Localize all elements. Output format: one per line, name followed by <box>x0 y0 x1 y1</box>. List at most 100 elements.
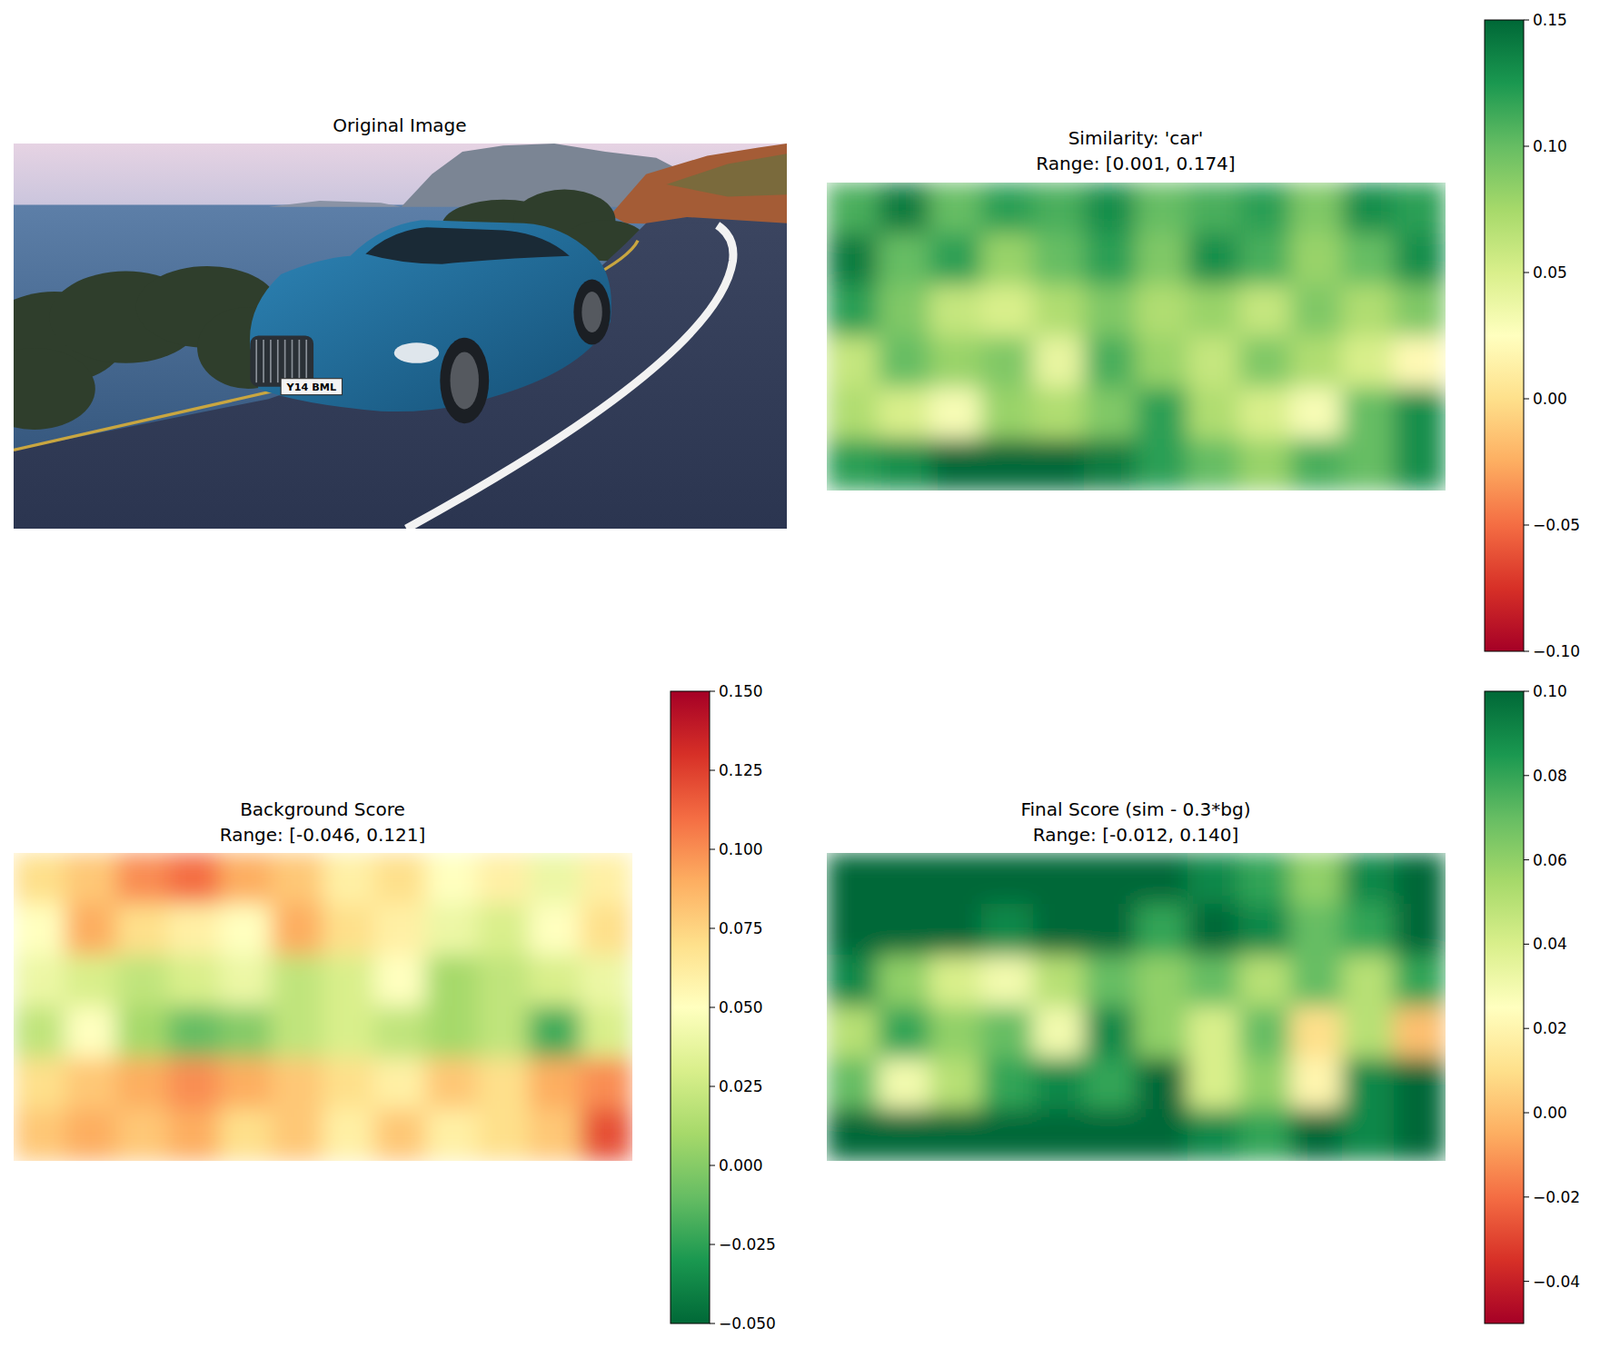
heatmap-cell <box>1393 904 1446 957</box>
heatmap-cell <box>826 336 879 389</box>
colorbar-tick-label: −0.025 <box>718 1235 776 1254</box>
heatmap-cell <box>1239 233 1292 287</box>
heatmap-cell <box>168 1006 221 1060</box>
heatmap-cell <box>929 955 983 1009</box>
heatmap-cell <box>270 853 324 905</box>
heatmap-cell <box>929 182 983 235</box>
colorbar-tick <box>709 1086 716 1088</box>
heatmap-cell <box>426 1109 479 1162</box>
heatmap-cell <box>477 904 530 957</box>
heatmap-cell <box>528 1006 582 1060</box>
heatmap-cell <box>1135 182 1189 235</box>
heatmap-cell <box>1393 233 1446 287</box>
heatmap-cell <box>1083 853 1137 905</box>
colorbar-tick-label: −0.10 <box>1532 642 1581 661</box>
heatmap-cell <box>322 955 376 1009</box>
heatmap-cell <box>826 853 879 905</box>
heatmap-cell <box>1135 904 1189 957</box>
heatmap-cell <box>1187 336 1241 389</box>
heatmap-cell <box>374 853 428 905</box>
heatmap-cell <box>1033 904 1086 957</box>
heatmap-cell <box>168 853 221 905</box>
heatmap-cell <box>981 336 1034 389</box>
heatmap-cell <box>981 285 1034 338</box>
heatmap-cell <box>477 1109 530 1162</box>
colorbar-tick-label: 0.050 <box>718 998 764 1017</box>
heatmap-cell <box>1393 182 1446 235</box>
colorbar <box>670 691 710 1324</box>
heatmap-cell <box>1187 438 1241 491</box>
heatmap-cell <box>1239 285 1292 338</box>
heatmap-cell <box>374 1006 428 1060</box>
heatmap-cell <box>826 1006 879 1060</box>
heatmap-cell <box>322 1058 376 1112</box>
heatmap-cell <box>116 955 169 1009</box>
colorbar-tick <box>1523 525 1530 527</box>
heatmap-cell <box>981 182 1034 235</box>
heatmap <box>826 853 1446 1162</box>
heatmap-cell <box>477 955 530 1009</box>
plate-text: Y14 BML <box>286 381 337 394</box>
heatmap-cell <box>64 1109 118 1162</box>
colorbar-tick-label: 0.10 <box>1532 137 1568 156</box>
heatmap-cell <box>877 233 931 287</box>
heatmap-cell <box>374 1109 428 1162</box>
heatmap-cell <box>1135 438 1189 491</box>
heatmap-cell <box>1341 1109 1395 1162</box>
colorbar-tick <box>1523 859 1530 861</box>
heatmap <box>826 182 1446 491</box>
colorbar-tick-label: 0.00 <box>1532 389 1568 408</box>
heatmap-cell <box>1187 955 1241 1009</box>
heatmap-cell <box>1290 285 1343 338</box>
heatmap-cell <box>1290 853 1343 905</box>
heatmap-cell <box>580 1109 633 1162</box>
colorbar-tick <box>709 691 716 693</box>
heatmap-cell <box>270 955 324 1009</box>
heatmap-cell <box>64 904 118 957</box>
heatmap-cell <box>580 904 633 957</box>
heatmap-cell <box>1290 438 1343 491</box>
heatmap-cell <box>981 853 1034 905</box>
heatmap-cell <box>1083 1109 1137 1162</box>
heatmap-cell <box>1393 285 1446 338</box>
heatmap-cell <box>1341 336 1395 389</box>
heatmap-cell <box>1239 1058 1292 1112</box>
heatmap-cell <box>1341 438 1395 491</box>
heatmap-cell <box>1083 387 1137 441</box>
heatmap-cell <box>426 904 479 957</box>
heatmap-cell <box>219 955 273 1009</box>
heatmap-cell <box>929 1006 983 1060</box>
colorbar-tick-label: 0.05 <box>1532 263 1568 282</box>
heatmap-cell <box>877 182 931 235</box>
heatmap-cell <box>1239 387 1292 441</box>
heatmap-cell <box>580 1058 633 1112</box>
heatmap-cell <box>1290 387 1343 441</box>
heatmap-cell <box>1033 1058 1086 1112</box>
heatmap-cell <box>426 955 479 1009</box>
panel-subtitle: Range: [0.001, 0.174] <box>1035 152 1235 175</box>
heatmap-cell <box>1135 1109 1189 1162</box>
heatmap-cell <box>1239 1109 1292 1162</box>
heatmap-cell <box>1187 285 1241 338</box>
heatmap-cell <box>116 1058 169 1112</box>
heatmap-cell <box>981 1109 1034 1162</box>
heatmap-cell <box>64 853 118 905</box>
heatmap-cell <box>528 853 582 905</box>
panel-subtitle: Range: [-0.012, 0.140] <box>1033 824 1240 846</box>
heatmap-cell <box>877 1109 931 1162</box>
heatmap-cell <box>1187 182 1241 235</box>
colorbar-tick-label: −0.04 <box>1532 1272 1581 1292</box>
heatmap-cell <box>1341 387 1395 441</box>
heatmap-cell <box>477 853 530 905</box>
heatmap-cell <box>1341 1006 1395 1060</box>
heatmap-cell <box>1033 285 1086 338</box>
colorbar-tick <box>1523 944 1530 945</box>
heatmap-cell <box>1290 1006 1343 1060</box>
heatmap-cell <box>929 1058 983 1112</box>
heatmap-cell <box>1083 1058 1137 1112</box>
heatmap-cell <box>1187 904 1241 957</box>
colorbar-tick-label: 0.15 <box>1532 10 1568 30</box>
colorbar-tick <box>1523 272 1530 274</box>
heatmap-cell <box>1239 182 1292 235</box>
heatmap-cell <box>1290 904 1343 957</box>
